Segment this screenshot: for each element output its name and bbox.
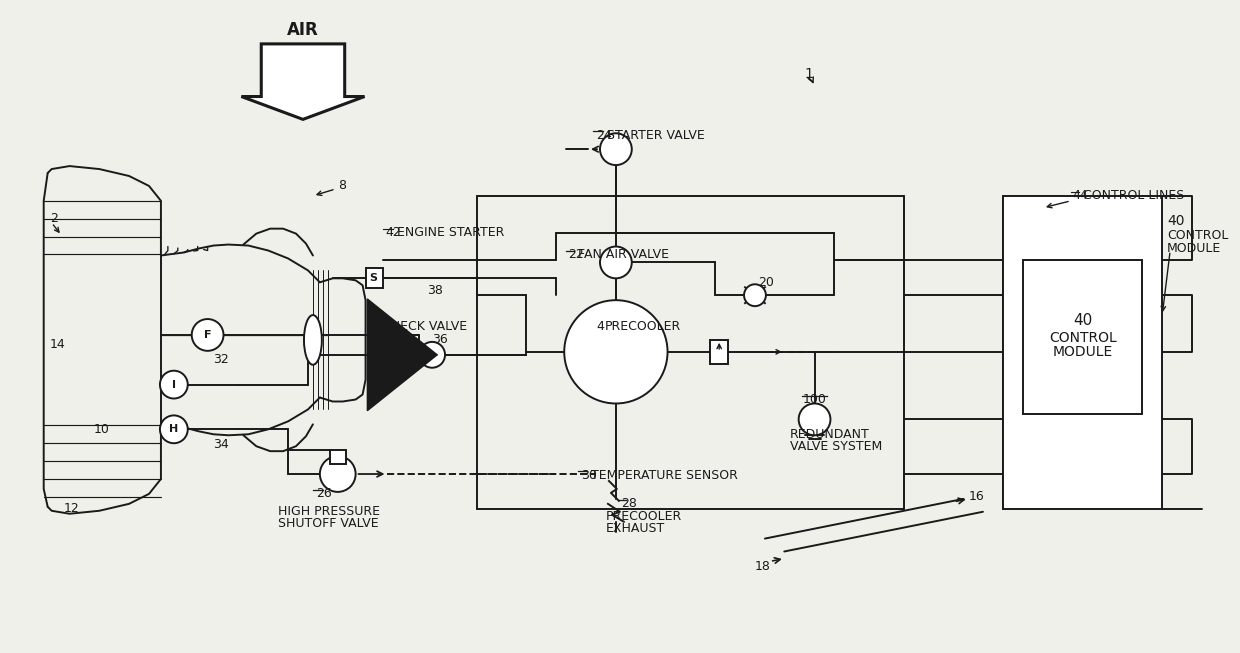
- Text: 100: 100: [802, 393, 827, 406]
- Circle shape: [160, 415, 187, 443]
- Circle shape: [744, 284, 766, 306]
- Text: REDUNDANT: REDUNDANT: [790, 428, 869, 441]
- Text: 6: 6: [372, 321, 381, 334]
- Bar: [330, 450, 346, 464]
- Ellipse shape: [304, 315, 322, 365]
- Text: S: S: [370, 274, 377, 283]
- Polygon shape: [242, 44, 365, 119]
- Text: H: H: [169, 424, 179, 434]
- Text: 12: 12: [63, 502, 79, 515]
- Text: 34: 34: [213, 438, 229, 451]
- Text: CONTROL: CONTROL: [1049, 331, 1117, 345]
- Text: HIGH PRESSURE: HIGH PRESSURE: [278, 505, 381, 518]
- Circle shape: [799, 404, 831, 436]
- Circle shape: [160, 371, 187, 398]
- Text: F: F: [203, 330, 211, 340]
- Text: 10: 10: [93, 422, 109, 436]
- Text: 18: 18: [755, 560, 771, 573]
- Text: CONTROL LINES: CONTROL LINES: [1083, 189, 1184, 202]
- Text: 30: 30: [582, 468, 596, 481]
- Text: SHUTOFF VALVE: SHUTOFF VALVE: [278, 517, 378, 530]
- Text: 36: 36: [432, 334, 448, 346]
- Text: 32: 32: [213, 353, 229, 366]
- Bar: [711, 340, 728, 364]
- Text: MODULE: MODULE: [1053, 345, 1112, 359]
- Bar: [1003, 196, 1162, 509]
- Text: PRECOOLER: PRECOOLER: [606, 510, 682, 523]
- Text: 44: 44: [1073, 189, 1089, 202]
- Circle shape: [600, 247, 632, 278]
- Text: 42: 42: [386, 226, 402, 239]
- Text: 2: 2: [50, 212, 57, 225]
- Bar: [366, 268, 383, 288]
- Text: 40: 40: [1167, 214, 1184, 228]
- Text: 28: 28: [621, 498, 636, 510]
- Circle shape: [419, 342, 445, 368]
- Circle shape: [320, 456, 356, 492]
- Text: 38: 38: [427, 284, 443, 296]
- Text: 24: 24: [596, 129, 611, 142]
- Text: 20: 20: [758, 276, 774, 289]
- Text: 4: 4: [596, 319, 604, 332]
- Text: TEMPERATURE SENSOR: TEMPERATURE SENSOR: [591, 468, 738, 481]
- Text: 22: 22: [568, 248, 584, 261]
- Text: ENGINE STARTER: ENGINE STARTER: [397, 226, 505, 239]
- Text: 16: 16: [968, 490, 985, 503]
- Text: CHECK VALVE: CHECK VALVE: [382, 321, 467, 334]
- Text: 8: 8: [337, 180, 346, 193]
- Circle shape: [600, 133, 632, 165]
- Circle shape: [192, 319, 223, 351]
- Text: AIR: AIR: [288, 21, 319, 39]
- Text: CONTROL: CONTROL: [1167, 229, 1229, 242]
- Text: VALVE SYSTEM: VALVE SYSTEM: [790, 439, 882, 453]
- Text: EXHAUST: EXHAUST: [606, 522, 665, 535]
- Text: STARTER VALVE: STARTER VALVE: [606, 129, 704, 142]
- Text: 26: 26: [316, 487, 331, 500]
- Text: PRECOOLER: PRECOOLER: [605, 319, 681, 332]
- Circle shape: [564, 300, 667, 404]
- Text: I: I: [172, 379, 176, 390]
- Text: 1: 1: [805, 67, 813, 81]
- Text: MODULE: MODULE: [1167, 242, 1221, 255]
- Text: 14: 14: [50, 338, 66, 351]
- Text: FAN AIR VALVE: FAN AIR VALVE: [578, 248, 670, 261]
- Bar: [1023, 261, 1142, 415]
- Text: 40: 40: [1073, 313, 1092, 328]
